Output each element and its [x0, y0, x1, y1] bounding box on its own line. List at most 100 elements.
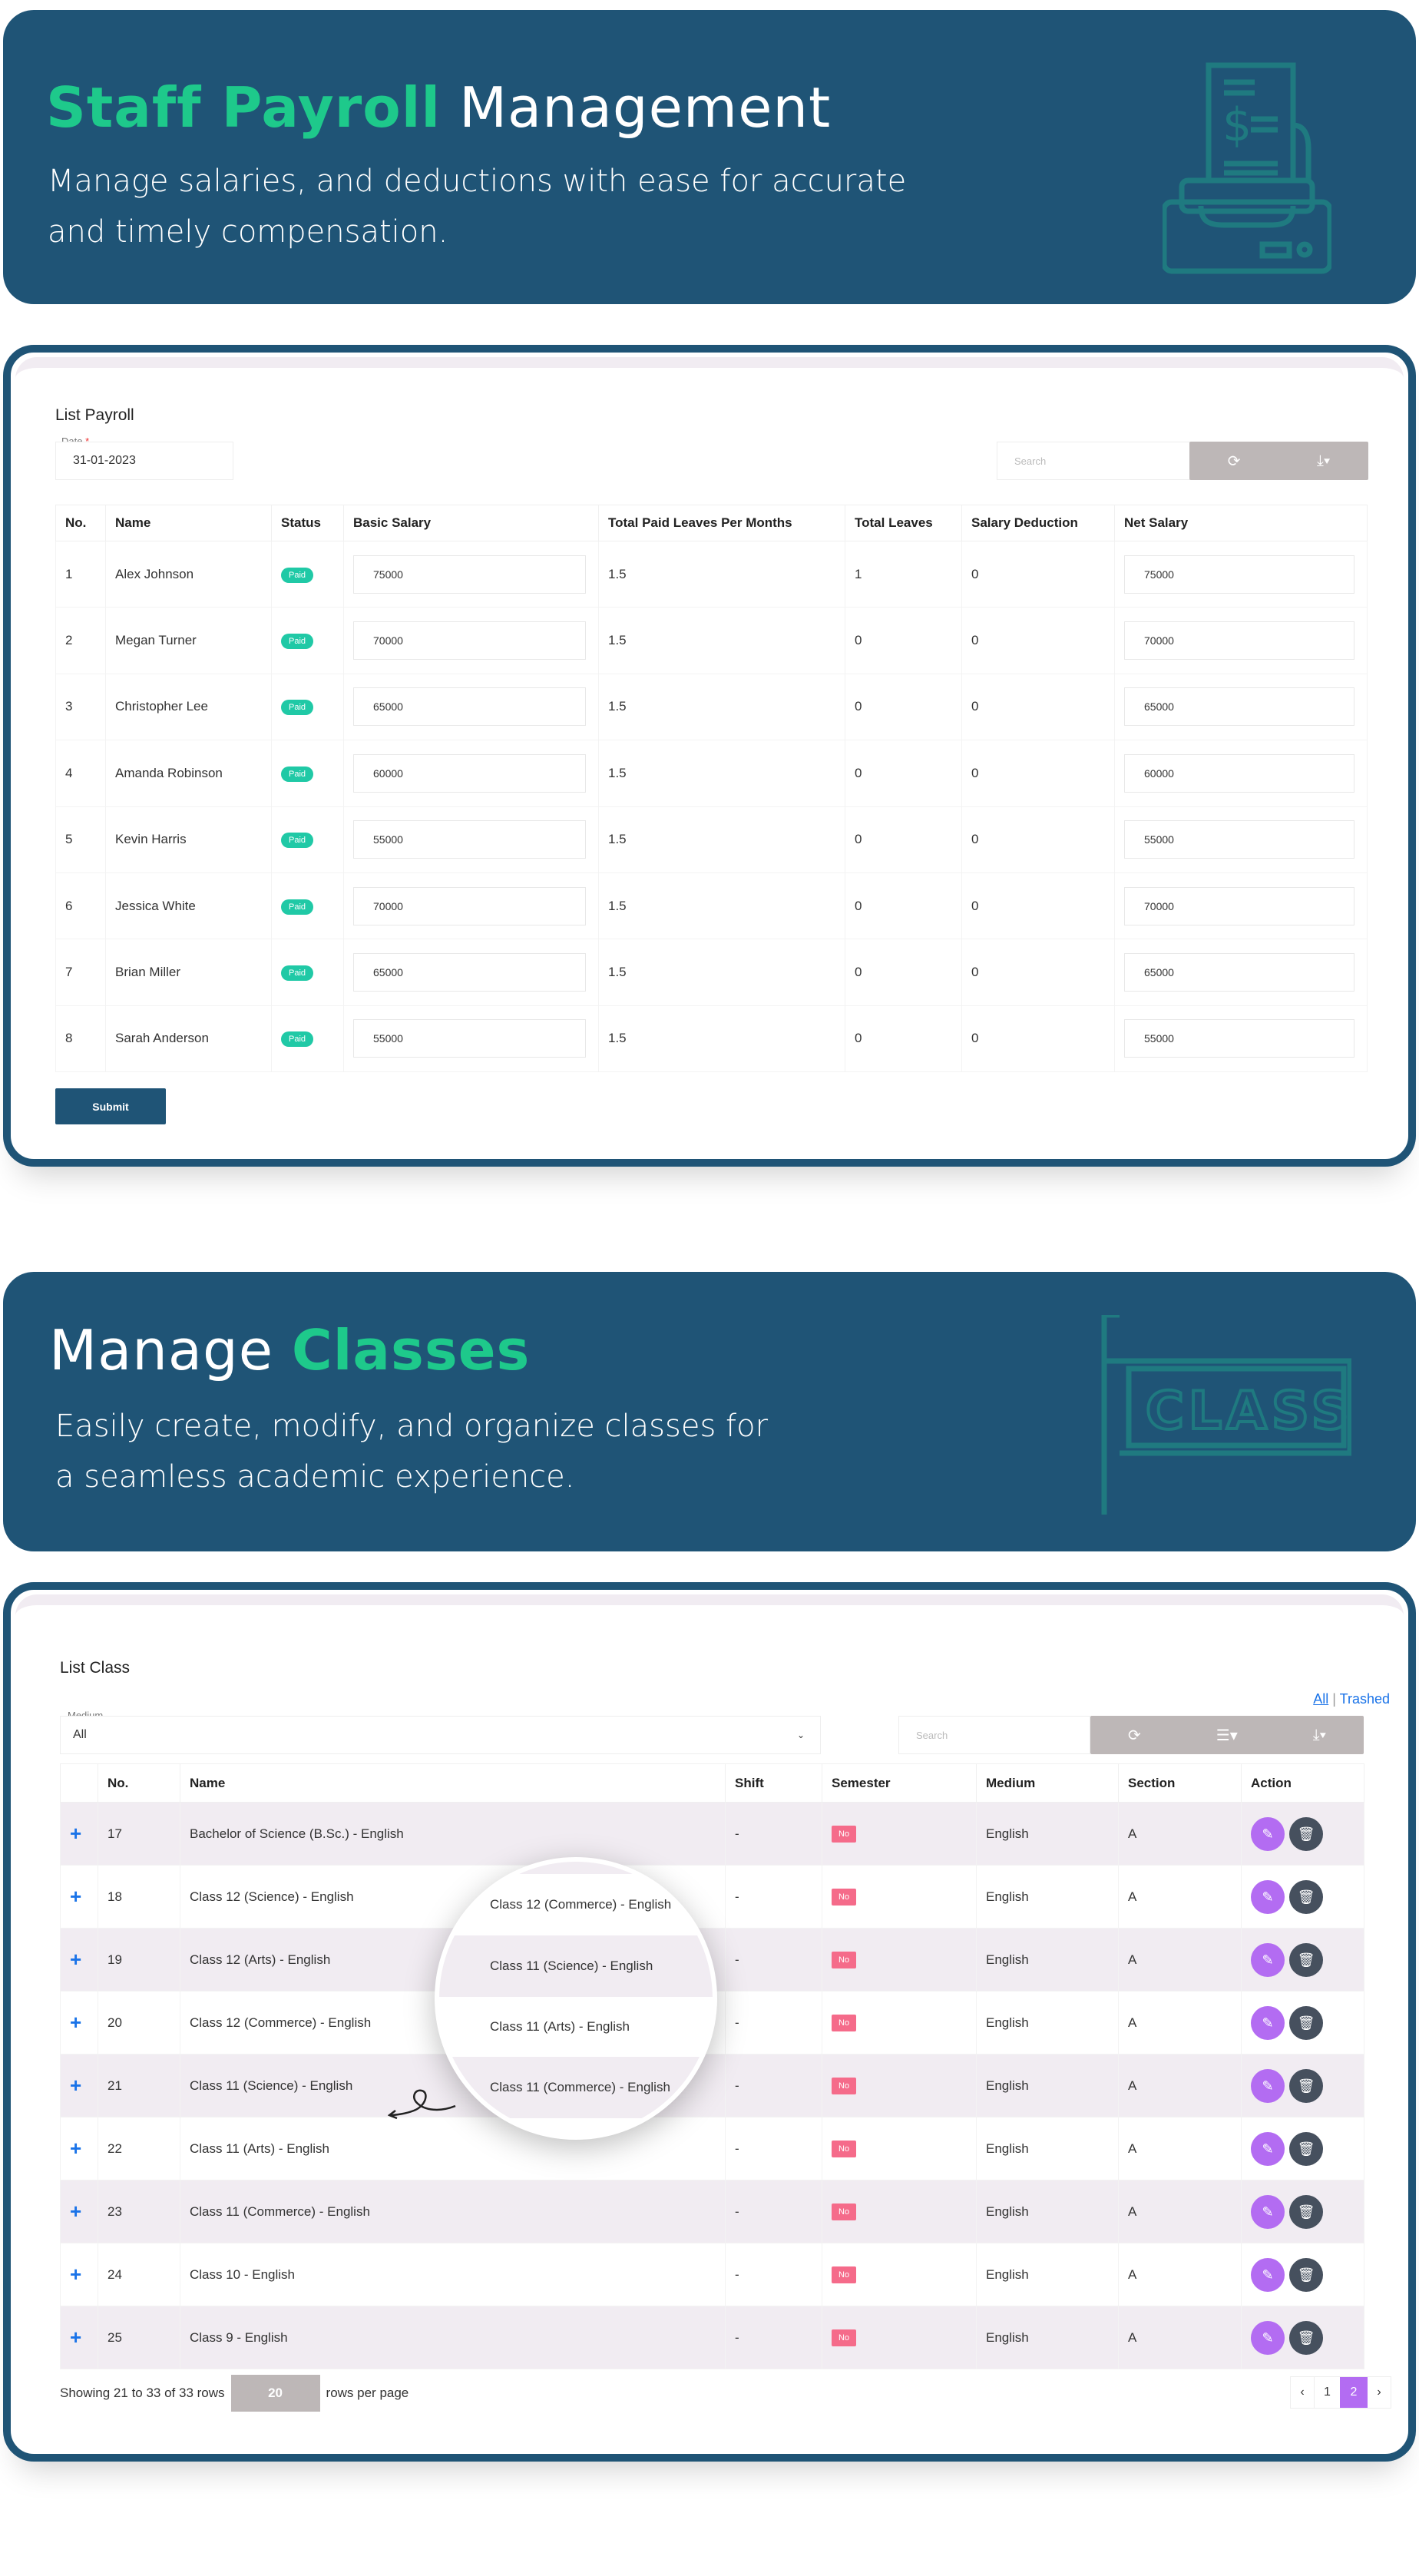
- expand-row-icon[interactable]: +: [70, 1948, 82, 1971]
- trash-icon[interactable]: 🗑: [1289, 2005, 1323, 2040]
- medium-select[interactable]: All ⌄: [60, 1716, 821, 1754]
- basic-salary-input[interactable]: 60000: [353, 753, 586, 793]
- trash-icon[interactable]: 🗑: [1289, 2131, 1323, 2166]
- edit-icon[interactable]: ✎: [1251, 2005, 1285, 2040]
- basic-salary-input[interactable]: 65000: [353, 953, 586, 992]
- medium: English: [976, 1928, 1119, 1992]
- curly-arrow-icon: [388, 2089, 456, 2120]
- status-badge: Paid: [281, 766, 314, 782]
- submit-button[interactable]: Submit: [55, 1088, 166, 1124]
- expand-row-icon[interactable]: +: [70, 1822, 82, 1845]
- columns-icon[interactable]: ☰▾: [1216, 1727, 1238, 1744]
- shift: -: [725, 2243, 822, 2306]
- salary-deduction: 0: [961, 673, 1115, 741]
- row-no: 7: [55, 939, 106, 1006]
- employee-name: Alex Johnson: [105, 540, 272, 608]
- column-header[interactable]: Name: [180, 1763, 726, 1803]
- row-no: 8: [55, 1005, 106, 1073]
- prev-page-button[interactable]: ‹: [1300, 2386, 1305, 2399]
- salary-deduction: 0: [961, 872, 1115, 940]
- all-link[interactable]: All: [1313, 1691, 1329, 1707]
- list-payroll-title: List Payroll: [55, 406, 134, 424]
- total-leaves: 0: [845, 607, 962, 674]
- row-no: 17: [98, 1802, 180, 1866]
- table-row: 6 Jessica White Paid 70000 1.5 0 0 70000: [55, 872, 1368, 940]
- trash-icon[interactable]: 🗑: [1289, 2257, 1323, 2292]
- trash-icon[interactable]: 🗑: [1289, 1816, 1323, 1851]
- net-salary-input[interactable]: 70000: [1124, 621, 1354, 661]
- edit-icon[interactable]: ✎: [1251, 2068, 1285, 2103]
- status-badge: Paid: [281, 1031, 314, 1048]
- net-salary-input[interactable]: 55000: [1124, 1019, 1354, 1058]
- table-row: 4 Amanda Robinson Paid 60000 1.5 0 0 600…: [55, 740, 1368, 807]
- edit-icon[interactable]: ✎: [1251, 2194, 1285, 2229]
- salary-deduction: 0: [961, 607, 1115, 674]
- row-no: 6: [55, 872, 106, 940]
- basic-salary-input[interactable]: 70000: [353, 886, 586, 925]
- expand-row-icon[interactable]: +: [70, 2137, 82, 2160]
- trash-icon[interactable]: 🗑: [1289, 1879, 1323, 1914]
- refresh-icon[interactable]: ⟳: [1227, 452, 1241, 470]
- next-page-button[interactable]: ›: [1377, 2386, 1381, 2399]
- net-salary-input[interactable]: 60000: [1124, 753, 1354, 793]
- edit-icon[interactable]: ✎: [1251, 2320, 1285, 2355]
- salary-deduction: 0: [961, 806, 1115, 873]
- semester-badge: No: [832, 2329, 857, 2346]
- net-salary-input[interactable]: 65000: [1124, 953, 1354, 992]
- basic-salary-input[interactable]: 55000: [353, 820, 586, 859]
- view-filter-links: All | Trashed: [1313, 1691, 1390, 1707]
- trashed-link[interactable]: Trashed: [1339, 1691, 1390, 1707]
- column-header: Shift: [725, 1763, 822, 1803]
- trash-icon[interactable]: 🗑: [1289, 2320, 1323, 2355]
- table-row: 1 Alex Johnson Paid 75000 1.5 1 0 75000: [55, 540, 1368, 608]
- expand-row-icon[interactable]: +: [70, 1885, 82, 1908]
- trash-icon[interactable]: 🗑: [1289, 2194, 1323, 2229]
- column-header: Action: [1241, 1763, 1364, 1803]
- total-leaves: 0: [845, 740, 962, 807]
- basic-salary-input[interactable]: 70000: [353, 621, 586, 661]
- search-input[interactable]: Search: [997, 442, 1190, 480]
- net-salary-input[interactable]: 65000: [1124, 687, 1354, 727]
- date-input[interactable]: 31-01-2023: [55, 442, 233, 480]
- basic-salary-input[interactable]: 75000: [353, 555, 586, 594]
- row-no: 5: [55, 806, 106, 873]
- expand-row-icon[interactable]: +: [70, 2200, 82, 2223]
- edit-icon[interactable]: ✎: [1251, 2257, 1285, 2292]
- medium: English: [976, 2054, 1119, 2117]
- svg-text:CLASS: CLASS: [1146, 1381, 1351, 1442]
- net-salary-input[interactable]: 75000: [1124, 555, 1354, 594]
- trash-icon[interactable]: 🗑: [1289, 2068, 1323, 2103]
- search-input[interactable]: Search: [898, 1716, 1090, 1754]
- expand-row-icon[interactable]: +: [70, 2326, 82, 2349]
- page-1-button[interactable]: 1: [1314, 2377, 1340, 2408]
- basic-salary-input[interactable]: 65000: [353, 687, 586, 727]
- basic-salary-input[interactable]: 55000: [353, 1019, 586, 1058]
- column-header: Basic Salary: [343, 505, 599, 541]
- net-salary-input[interactable]: 55000: [1124, 820, 1354, 859]
- row-no: 23: [98, 2180, 180, 2243]
- total-leaves: 0: [845, 1005, 962, 1073]
- row-no: 25: [98, 2306, 180, 2369]
- table-row: 2 Megan Turner Paid 70000 1.5 0 0 70000: [55, 607, 1368, 674]
- column-header: [60, 1763, 98, 1803]
- expand-row-icon[interactable]: +: [70, 2011, 82, 2034]
- paid-leaves: 1.5: [598, 540, 845, 608]
- net-salary-input[interactable]: 70000: [1124, 886, 1354, 925]
- trash-icon[interactable]: 🗑: [1289, 1942, 1323, 1977]
- chevron-down-icon: ⌄: [796, 1730, 805, 1740]
- edit-icon[interactable]: ✎: [1251, 2131, 1285, 2166]
- page-2-button[interactable]: 2: [1340, 2377, 1368, 2408]
- expand-row-icon[interactable]: +: [70, 2263, 82, 2286]
- semester-badge: No: [832, 2204, 857, 2220]
- edit-icon[interactable]: ✎: [1251, 1942, 1285, 1977]
- expand-row-icon[interactable]: +: [70, 2074, 82, 2097]
- column-header: No.: [98, 1763, 180, 1803]
- edit-icon[interactable]: ✎: [1251, 1816, 1285, 1851]
- column-header: Status: [271, 505, 344, 541]
- download-icon[interactable]: ⤓▾: [1316, 452, 1331, 469]
- refresh-icon[interactable]: ⟳: [1128, 1727, 1141, 1744]
- download-icon[interactable]: ⤓▾: [1312, 1726, 1326, 1743]
- magnifier-row: Class 11 (Arts) - English: [490, 2019, 630, 2034]
- edit-icon[interactable]: ✎: [1251, 1879, 1285, 1914]
- page-size-select[interactable]: 20: [230, 2375, 320, 2412]
